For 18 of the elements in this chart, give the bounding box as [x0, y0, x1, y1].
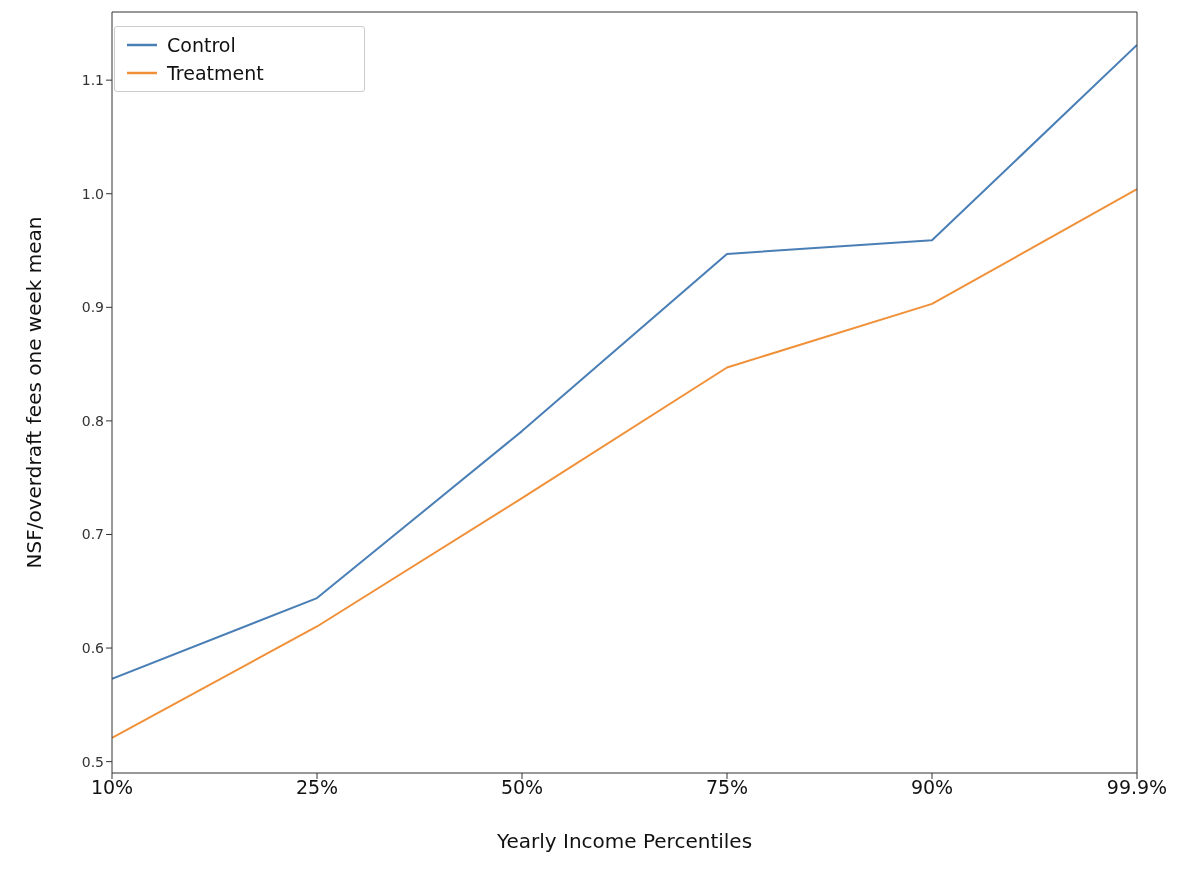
legend-label: Treatment	[167, 61, 264, 86]
x-tick-label: 25%	[295, 776, 339, 799]
x-tick-label: 50%	[500, 776, 544, 799]
x-tick-label: 99.9%	[1106, 776, 1168, 799]
y-tick-label: 1.0	[81, 185, 104, 202]
y-tick-label: 0.5	[81, 753, 104, 770]
x-tick-label: 10%	[90, 776, 134, 799]
y-tick-label: 0.8	[81, 412, 104, 429]
y-tick-label: 0.9	[81, 299, 104, 316]
y-axis-title: NSF/overdraft fees one week mean	[22, 216, 47, 569]
line-series	[112, 188, 1137, 739]
legend-label: Control	[167, 33, 236, 58]
y-tick-label: 0.6	[81, 640, 105, 657]
x-axis-title: Yearly Income Percentiles	[495, 829, 753, 853]
x-tick-label: 90%	[910, 776, 954, 799]
y-tick-label: 1.1	[81, 72, 104, 89]
x-tick-label: 75%	[705, 776, 749, 799]
y-tick-label: 0.7	[81, 526, 104, 543]
